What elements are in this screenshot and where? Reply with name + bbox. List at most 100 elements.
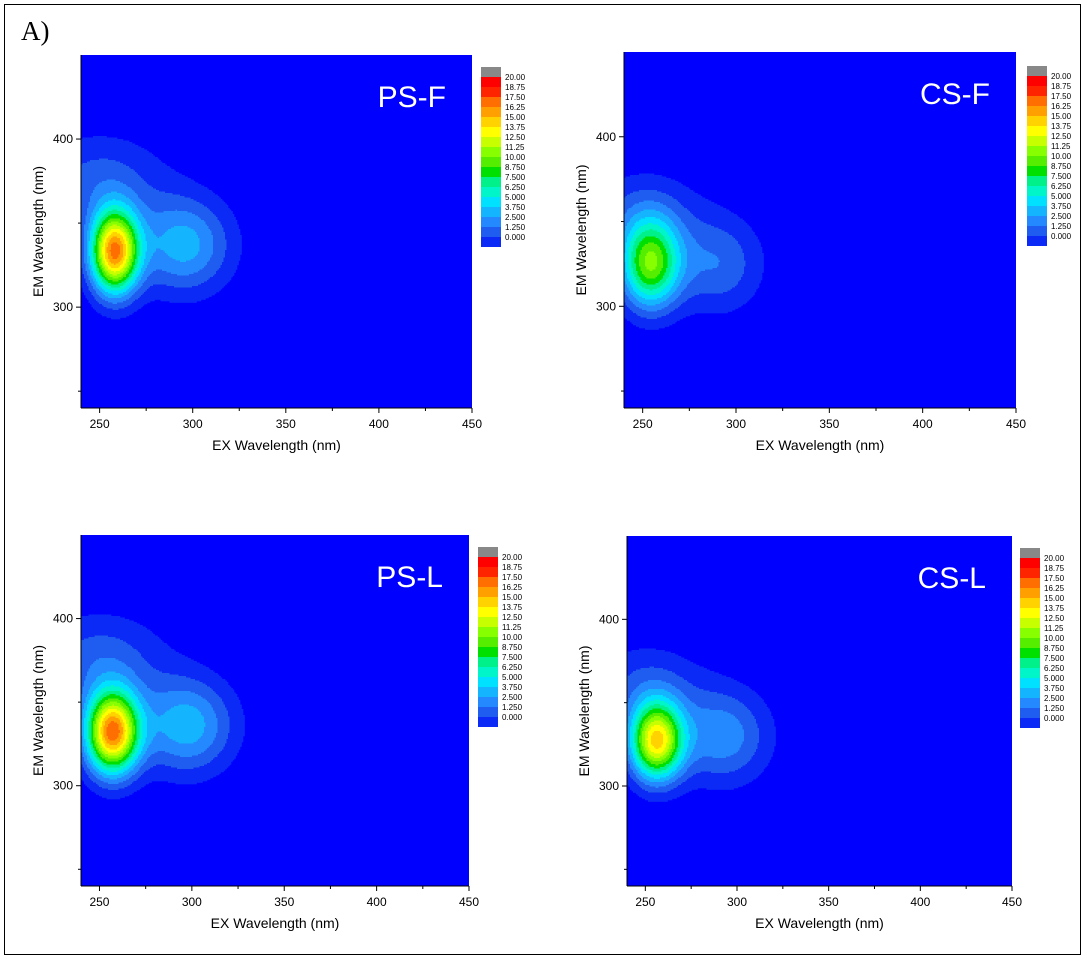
contour-cell — [133, 298, 136, 300]
contour-cell — [138, 289, 140, 291]
contour-cell — [114, 164, 116, 167]
contour-cell — [141, 154, 143, 156]
contour-cell — [105, 257, 107, 260]
contour-cell — [111, 211, 113, 213]
contour-cell — [133, 220, 136, 222]
contour-cell — [139, 229, 142, 231]
contour-cell — [127, 280, 130, 282]
contour-cell — [94, 253, 97, 255]
contour-cell — [121, 235, 124, 237]
contour-cell — [124, 287, 127, 290]
contour-cell — [144, 278, 146, 281]
contour-cell — [139, 251, 142, 254]
contour-cell — [108, 236, 110, 239]
contour-cell — [105, 188, 107, 191]
contour-cell — [112, 268, 115, 270]
contour-cell — [106, 289, 109, 291]
contour-cell — [94, 254, 97, 257]
contour-cell — [91, 260, 94, 263]
contour-cell — [93, 275, 95, 278]
contour-cell — [121, 263, 124, 266]
contour-cell — [108, 215, 110, 218]
contour-cell — [88, 202, 91, 204]
contour-cell — [102, 286, 104, 288]
contour-cell — [91, 178, 94, 180]
contour-cell — [138, 265, 140, 267]
contour-cell — [85, 217, 88, 219]
contour-cell — [121, 250, 124, 252]
contour-cell — [139, 263, 142, 266]
contour-cell — [115, 251, 118, 254]
contour-cell — [112, 223, 115, 225]
contour-cell — [111, 286, 113, 288]
contour-cell — [85, 161, 88, 164]
contour-cell — [141, 263, 143, 266]
contour-cell — [129, 208, 131, 210]
contour-cell — [136, 202, 139, 204]
contour-cell — [105, 239, 107, 242]
contour-cell — [129, 296, 131, 299]
contour-cell — [84, 184, 86, 186]
contour-cell — [94, 238, 97, 240]
contour-cell — [108, 175, 110, 177]
contour-cell — [100, 145, 103, 147]
contour-cell — [91, 199, 94, 201]
contour-cell — [138, 251, 140, 254]
contour-cell — [126, 193, 128, 195]
contour-cell — [135, 229, 137, 231]
contour-cell — [103, 233, 106, 236]
contour-cell — [108, 200, 110, 203]
contour-cell — [82, 235, 85, 237]
contour-cell — [132, 167, 134, 170]
contour-cell — [88, 223, 91, 225]
contour-cell — [144, 259, 146, 261]
contour-cell — [96, 275, 98, 278]
contour-cell — [126, 241, 128, 243]
contour-cell — [85, 160, 88, 162]
contour-cell — [108, 230, 110, 233]
contour-cell — [126, 218, 128, 221]
contour-cell — [117, 151, 119, 153]
contour-cell — [88, 274, 91, 276]
contour-cell — [88, 277, 91, 279]
contour-cell — [120, 289, 122, 291]
contour-cell — [124, 175, 127, 177]
contour-cell — [132, 274, 134, 276]
contour-cell — [117, 271, 119, 273]
contour-cell — [111, 218, 113, 221]
contour-cell — [109, 292, 112, 294]
contour-cell — [139, 191, 142, 194]
contour-cell — [130, 206, 133, 209]
contour-cell — [87, 182, 89, 185]
contour-cell — [117, 278, 119, 281]
contour-cell — [100, 190, 103, 192]
contour-cell — [109, 244, 112, 246]
contour-cell — [129, 301, 131, 303]
contour-cell — [112, 229, 115, 231]
contour-cell — [87, 145, 89, 147]
contour-cell — [87, 173, 89, 176]
contour-cell — [93, 212, 95, 215]
contour-cell — [112, 197, 115, 200]
contour-cell — [141, 164, 143, 167]
contour-cell — [90, 248, 92, 251]
contour-cell — [94, 280, 97, 282]
contour-cell — [100, 269, 103, 272]
contour-cell — [126, 166, 128, 168]
contour-cell — [106, 308, 109, 311]
contour-cell — [91, 208, 94, 210]
contour-cell — [124, 298, 127, 300]
contour-cell — [90, 139, 92, 141]
contour-cell — [91, 142, 94, 144]
contour-cell — [142, 278, 145, 281]
contour-cell — [135, 304, 137, 306]
contour-cell — [100, 235, 103, 237]
contour-cell — [93, 154, 95, 156]
contour-cell — [112, 175, 115, 177]
contour-cell — [117, 194, 119, 197]
contour-cell — [109, 194, 112, 197]
contour-cell — [81, 232, 83, 234]
contour-cell — [144, 196, 146, 198]
contour-cell — [94, 227, 97, 230]
contour-cell — [133, 226, 136, 228]
